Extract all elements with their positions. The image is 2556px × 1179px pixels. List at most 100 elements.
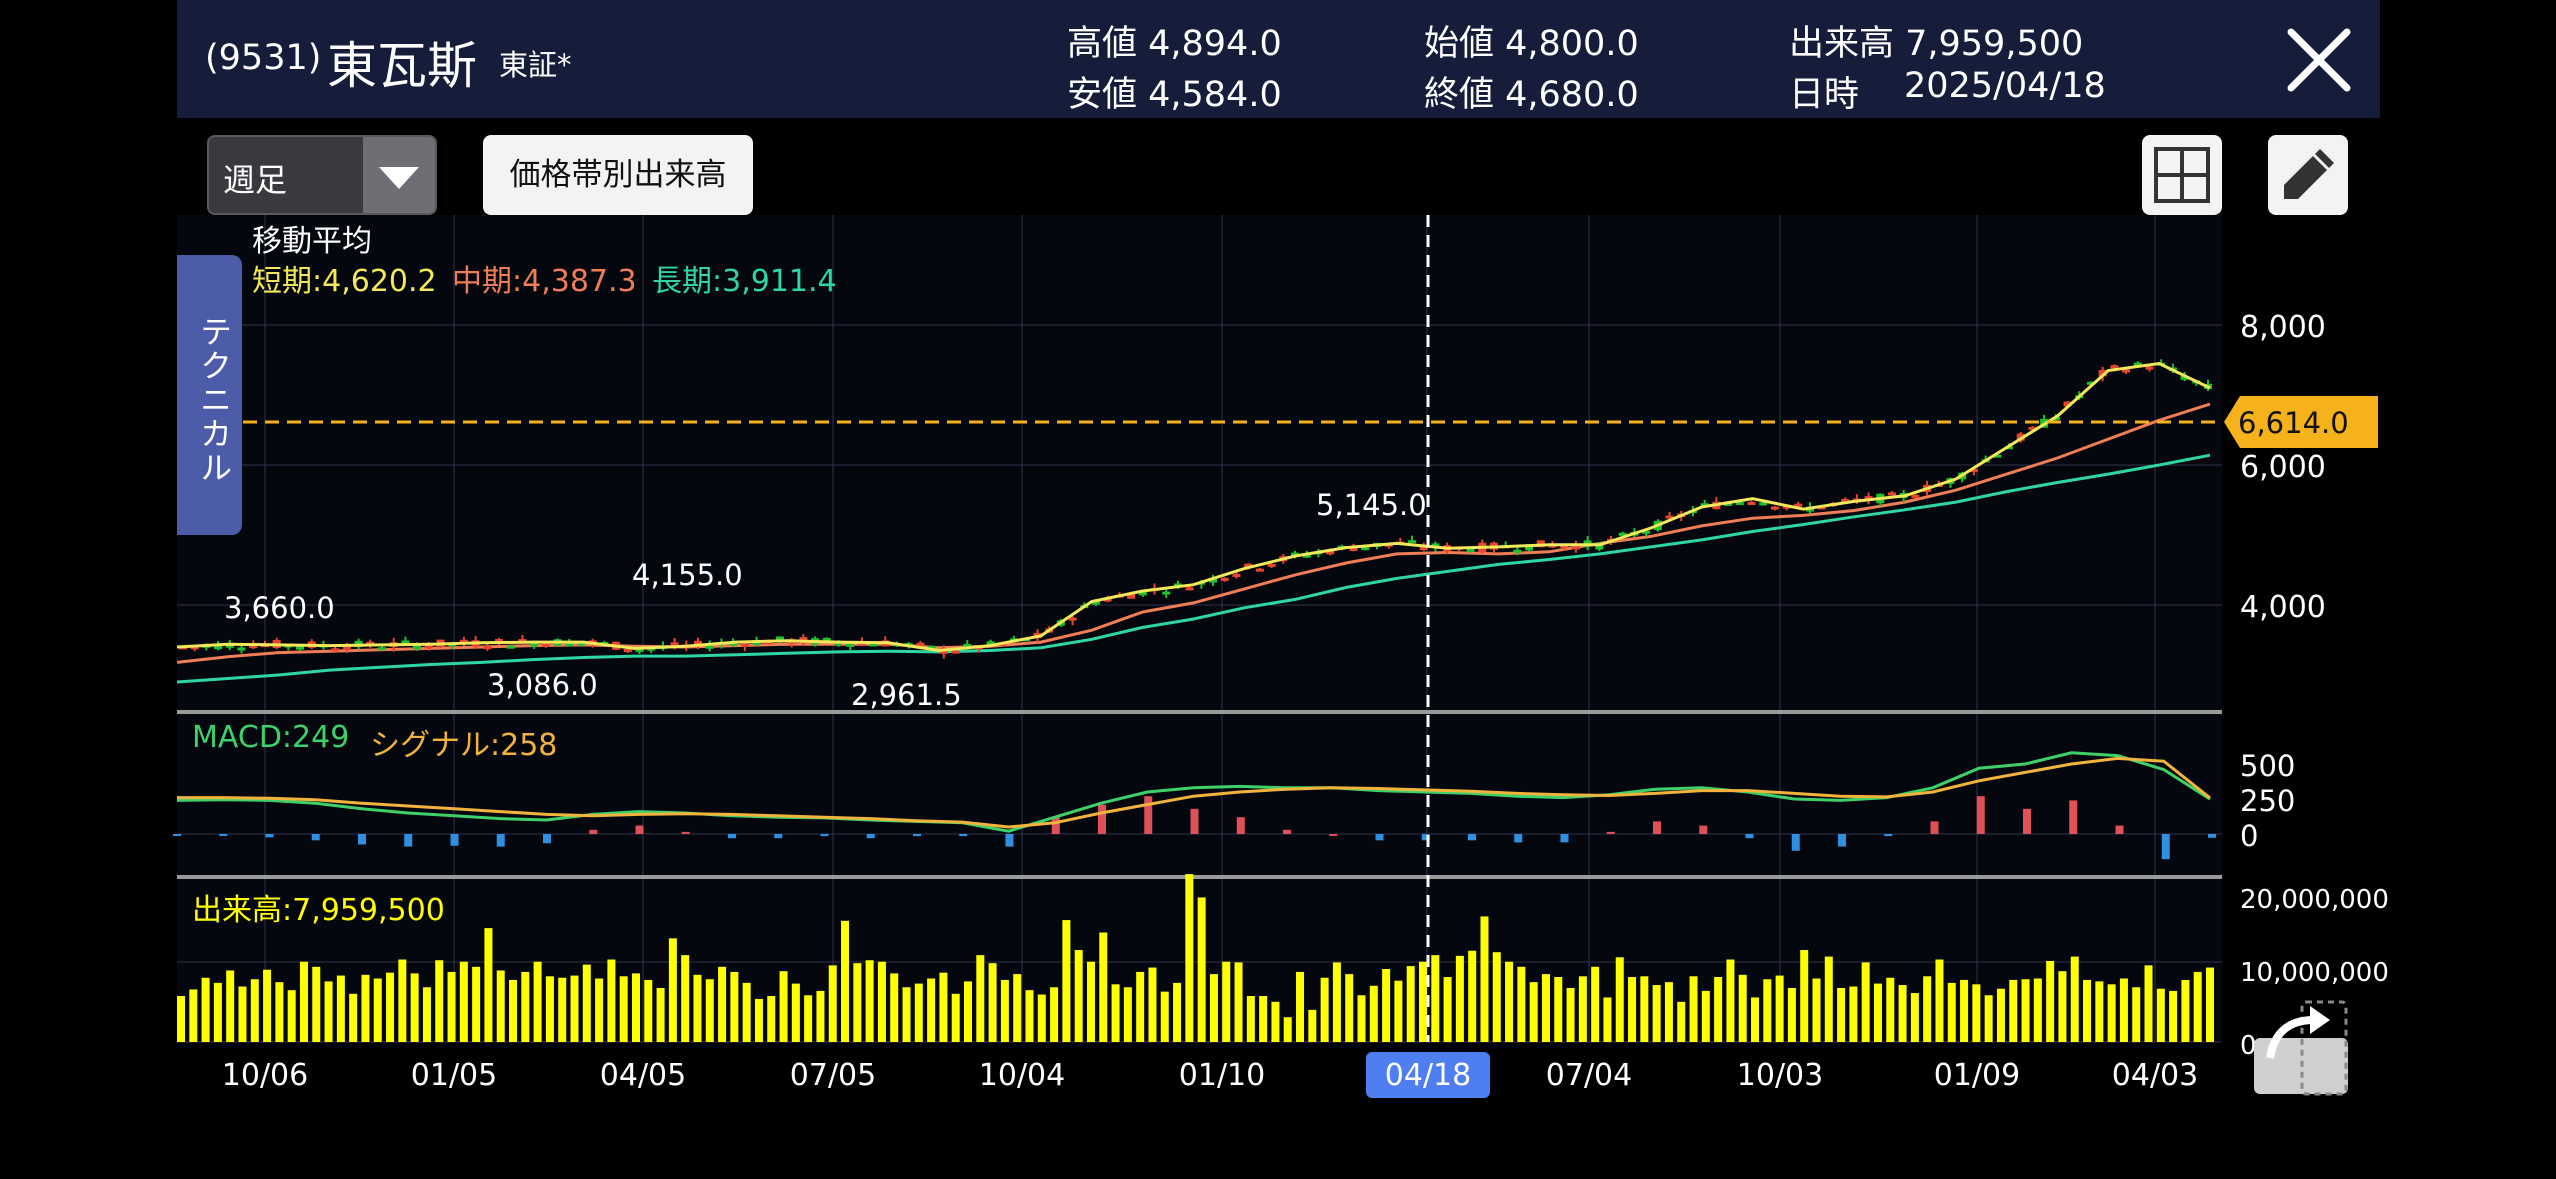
grid-icon — [2154, 147, 2210, 203]
volume-bar — [1984, 995, 1993, 1042]
volume-bar — [1947, 982, 1956, 1042]
candle-body — [1173, 583, 1182, 587]
macd-histogram-bar — [173, 834, 181, 836]
volume-legend: 出来高:7,959,500 — [192, 893, 445, 928]
macd-histogram-bar — [866, 834, 875, 839]
candle-body — [2145, 366, 2154, 370]
candle-body — [635, 648, 644, 652]
volume-bar — [1972, 984, 1981, 1042]
candle-body — [1302, 554, 1311, 558]
volume-bar — [1320, 977, 1329, 1042]
volume-bar — [275, 982, 284, 1042]
volume-bar — [1628, 977, 1637, 1042]
volume-bar — [754, 998, 763, 1042]
chevron-down-icon — [379, 167, 419, 189]
candle-body — [1747, 502, 1756, 506]
ma-short-line — [176, 361, 2211, 653]
candle-body — [541, 643, 550, 647]
volume-profile-button[interactable]: 価格帯別出来高 — [483, 135, 753, 215]
draw-button[interactable] — [2268, 135, 2348, 215]
macd-histogram-bar — [589, 829, 598, 834]
volume-bar — [693, 974, 702, 1042]
volume-bar — [914, 983, 923, 1042]
candle-body — [1326, 550, 1335, 555]
price-annotation: 3,086.0 — [487, 668, 598, 702]
technical-tab-label: テクニカル — [195, 315, 233, 485]
technical-tab[interactable]: テクニカル — [177, 255, 242, 535]
volume-bar — [435, 960, 444, 1042]
macd-histogram-bar — [1514, 834, 1523, 843]
volume-bar — [472, 966, 481, 1042]
candle-body — [1244, 563, 1253, 568]
crosshair-date-label: 04/18 — [1385, 1058, 1471, 1093]
volume-bar — [2033, 978, 2042, 1042]
ma-mid-legend: 中期:4,387.3 — [452, 264, 637, 299]
candle-body — [1127, 593, 1136, 599]
macd-histogram-bar — [774, 834, 783, 839]
candle-body — [846, 643, 855, 647]
dropdown-toggle[interactable] — [363, 137, 435, 213]
volume-bar — [1086, 961, 1095, 1042]
signal-legend: シグナル:258 — [370, 728, 558, 763]
volume-bar — [877, 961, 886, 1042]
volume-bar — [1431, 955, 1440, 1042]
volume-bar — [2169, 990, 2178, 1042]
volume-bar — [1787, 987, 1796, 1042]
volume-bar — [730, 971, 739, 1042]
volume-bar — [2070, 956, 2079, 1042]
candle-body — [2063, 401, 2072, 407]
candle-body — [1255, 568, 1264, 572]
volume-bar — [1492, 952, 1501, 1042]
close-button[interactable] — [2285, 26, 2353, 94]
candle-body — [530, 642, 539, 647]
candle-body — [705, 645, 714, 649]
volume-bar — [1369, 985, 1378, 1042]
candle-body — [1408, 540, 1417, 544]
candle-body — [506, 645, 515, 649]
volume-bar — [1541, 974, 1550, 1042]
volume-bar — [1505, 961, 1514, 1042]
volume-bar — [1615, 957, 1624, 1042]
volume-value: 出来高 7,959,500 — [1789, 24, 2084, 64]
volume-bar — [816, 990, 825, 1042]
volume-bar — [2193, 971, 2202, 1042]
volume-bar — [398, 959, 407, 1042]
macd-histogram-bar — [2161, 834, 2170, 860]
candle-body — [2180, 376, 2189, 380]
volume-bar — [558, 977, 567, 1042]
candle-body — [1969, 469, 1978, 473]
volume-bar — [1468, 950, 1477, 1042]
candle-body — [1887, 492, 1896, 496]
ma-long-legend: 長期:3,911.4 — [652, 264, 837, 299]
volume-bar — [1123, 987, 1132, 1042]
volume-bar — [804, 995, 813, 1042]
crosshair-date-badge — [1366, 1052, 1490, 1098]
volume-bar — [742, 982, 751, 1042]
candle-body — [775, 636, 784, 641]
volume-bar — [951, 993, 960, 1042]
volume-bar — [2132, 987, 2141, 1042]
volume-bar — [791, 983, 800, 1042]
share-icon — [2254, 1000, 2348, 1096]
x-tick-label: 07/04 — [1546, 1058, 1632, 1093]
volume-bar — [1529, 982, 1538, 1042]
candle-body — [1513, 549, 1522, 553]
share-button[interactable] — [2252, 998, 2350, 1096]
candle-body — [1665, 515, 1674, 519]
volume-bar — [681, 955, 690, 1042]
macd-histogram-bar — [959, 834, 968, 837]
volume-bar — [287, 990, 296, 1042]
volume-bar — [2058, 971, 2067, 1042]
volume-tick-label: 10,000,000 — [2240, 958, 2389, 988]
volume-bar — [521, 971, 530, 1042]
price-annotation: 2,961.5 — [851, 678, 962, 712]
volume-bar — [902, 987, 911, 1042]
candle-body — [190, 646, 199, 650]
volume-bar — [2083, 979, 2092, 1042]
volume-bar — [779, 971, 788, 1042]
period-select[interactable]: 週足 — [207, 135, 437, 215]
layout-button[interactable] — [2142, 135, 2222, 215]
volume-bar — [213, 982, 222, 1042]
macd-histogram-bar — [820, 834, 829, 837]
